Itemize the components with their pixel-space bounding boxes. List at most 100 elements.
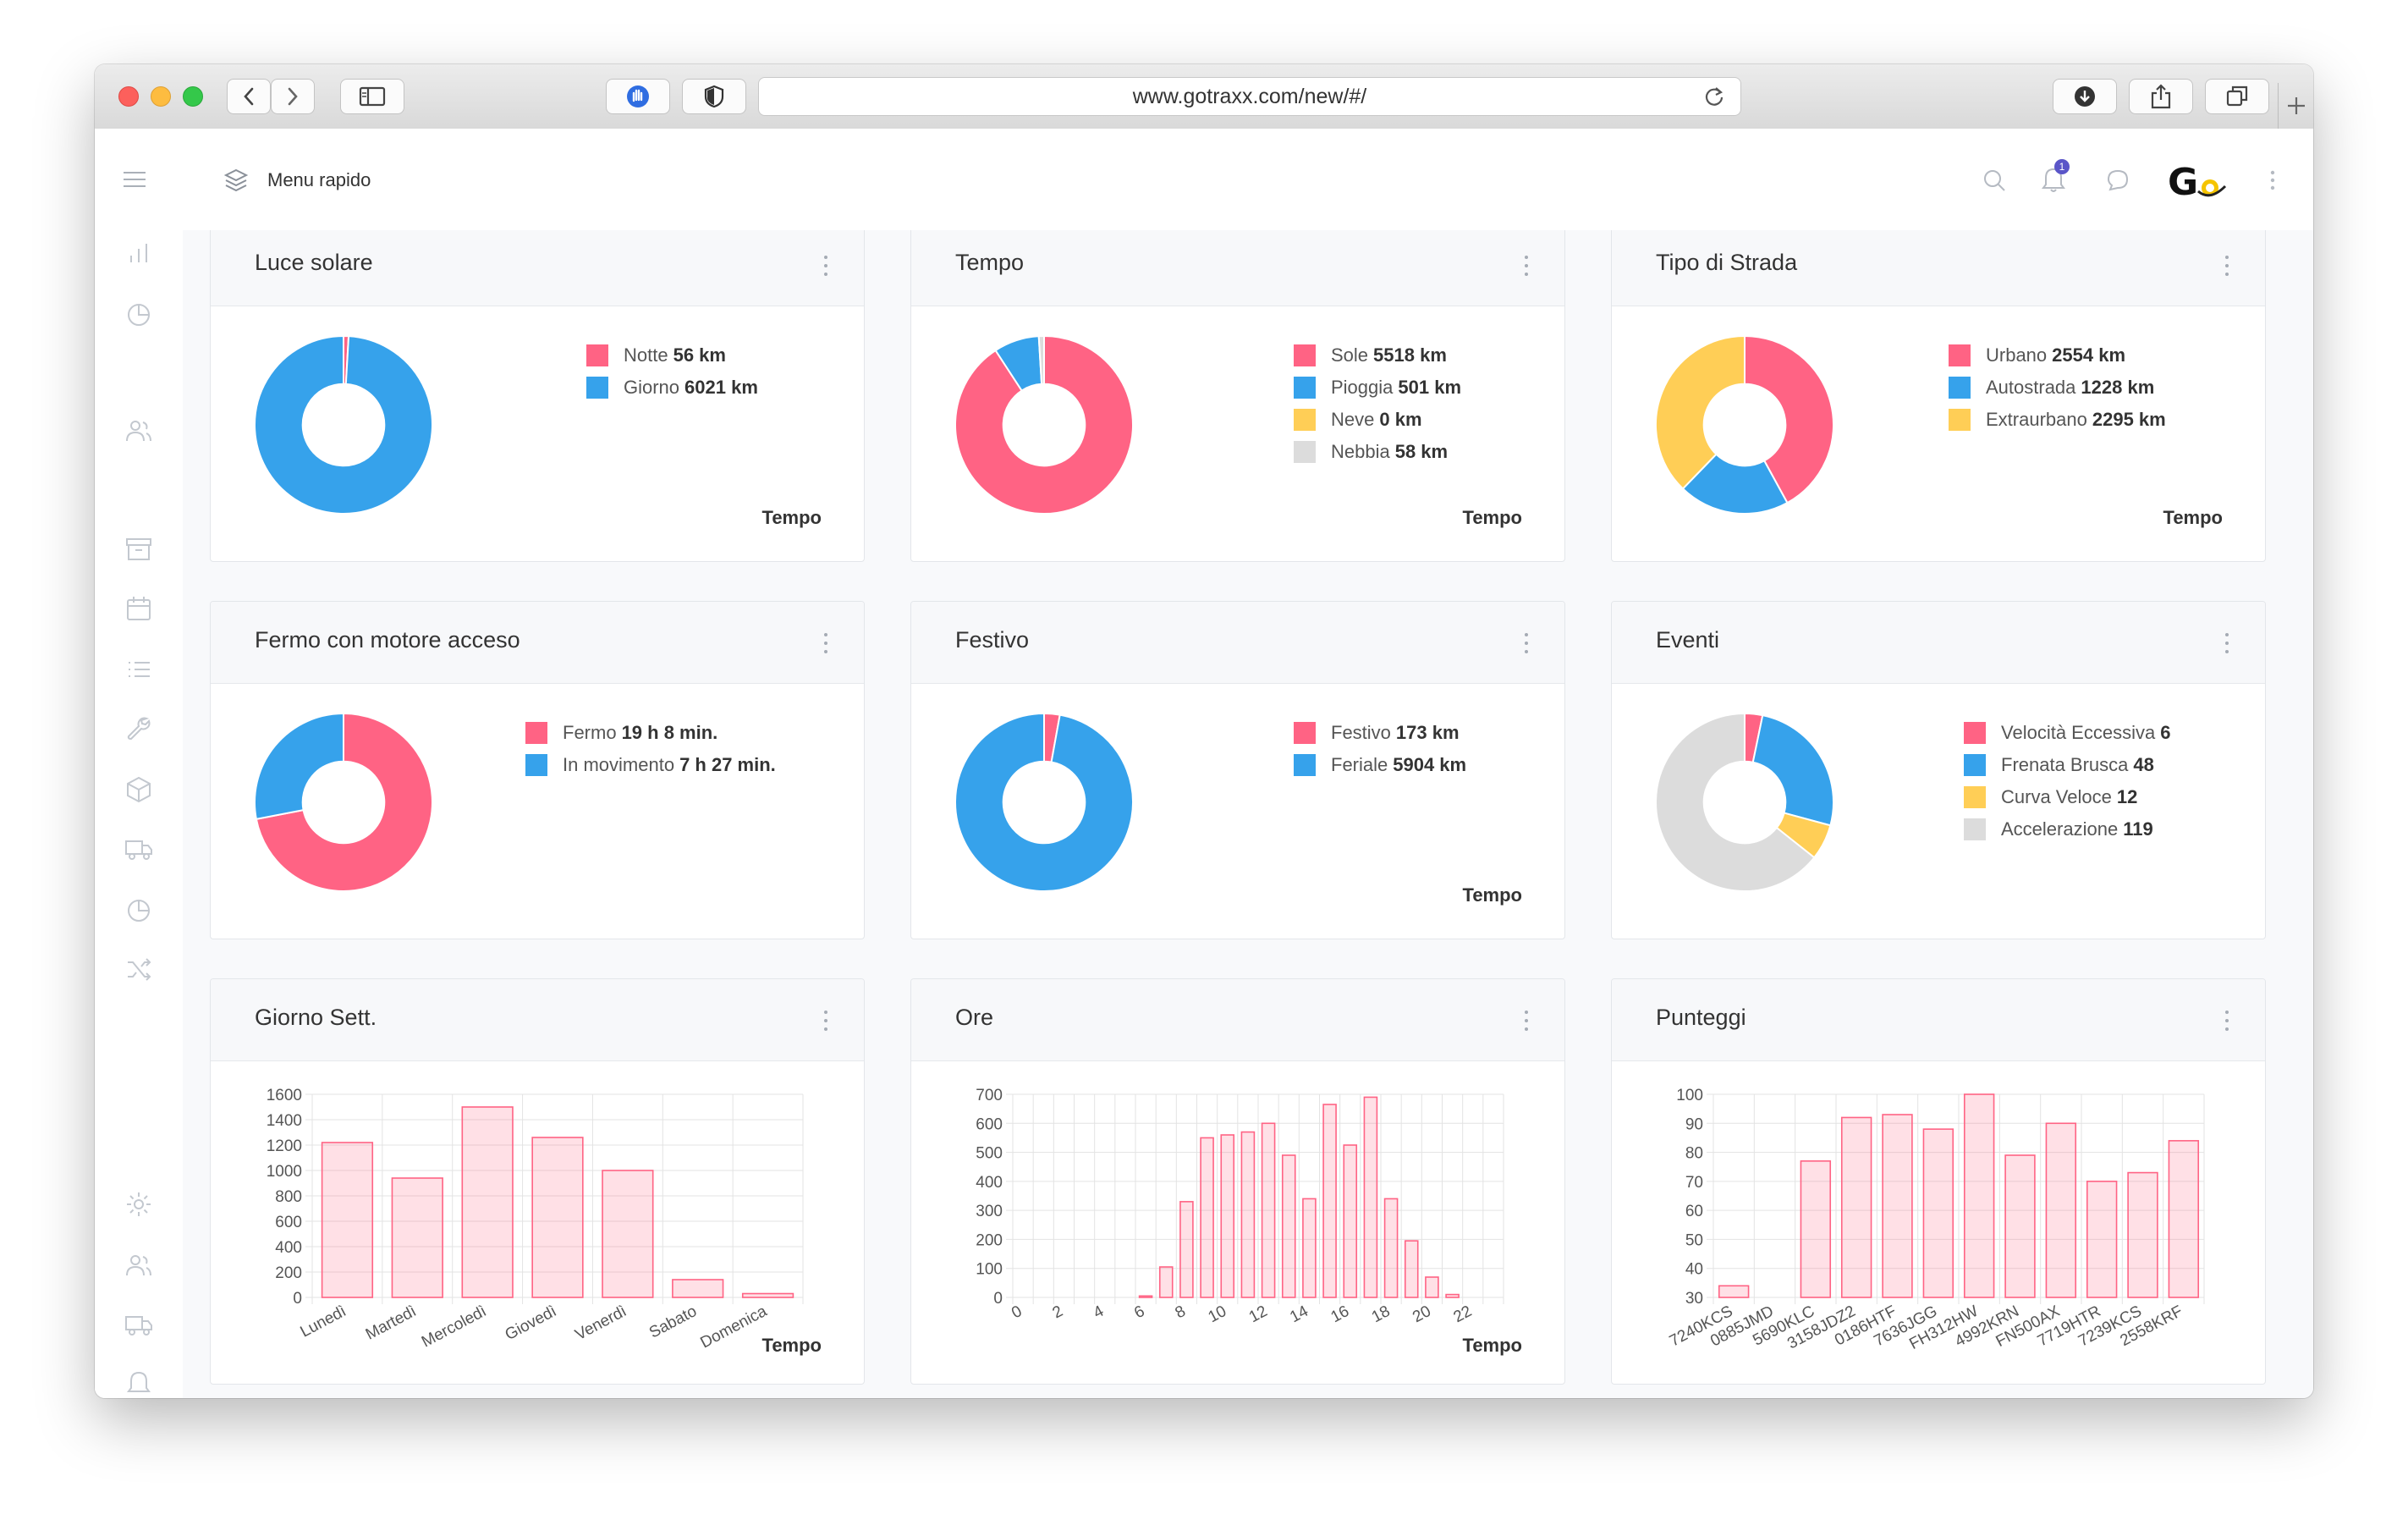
bar[interactable]	[1158, 1266, 1174, 1298]
more-vertical-icon[interactable]	[823, 632, 828, 654]
truck-icon[interactable]	[124, 834, 153, 863]
bar[interactable]	[602, 1170, 654, 1298]
bar[interactable]	[531, 1137, 584, 1298]
chat-icon[interactable]	[2105, 168, 2130, 193]
bar[interactable]	[1261, 1122, 1276, 1298]
bar[interactable]	[672, 1279, 724, 1298]
users-icon[interactable]	[124, 416, 153, 445]
reload-icon[interactable]	[1703, 85, 1725, 107]
legend-value: 1228 km	[2081, 377, 2155, 398]
zoom-window-button[interactable]	[183, 86, 203, 107]
more-vertical-icon[interactable]	[823, 1010, 828, 1032]
legend-item[interactable]: Festivo 173 km	[1294, 717, 1466, 749]
list-icon[interactable]	[124, 655, 153, 684]
bar[interactable]	[1322, 1104, 1337, 1298]
more-vertical-icon[interactable]	[1524, 632, 1529, 654]
legend-item[interactable]: Fermo 19 h 8 min.	[525, 717, 776, 749]
more-vertical-icon[interactable]	[2224, 255, 2229, 277]
bar[interactable]	[1445, 1293, 1460, 1298]
bar[interactable]	[1138, 1295, 1153, 1298]
legend-item[interactable]: Extraurbano 2295 km	[1949, 404, 2166, 436]
bar[interactable]	[1882, 1114, 1913, 1298]
bar[interactable]	[741, 1292, 794, 1298]
extension-button[interactable]	[606, 79, 670, 114]
bar[interactable]	[1281, 1154, 1296, 1298]
bell-icon-sidebar[interactable]	[124, 1369, 153, 1398]
legend-item[interactable]: Autostrada 1228 km	[1949, 372, 2166, 404]
notifications-button[interactable]: 1	[2041, 159, 2071, 196]
more-vertical-icon[interactable]	[2224, 1010, 2229, 1032]
bar[interactable]	[1800, 1160, 1832, 1298]
bar[interactable]	[2004, 1154, 2036, 1298]
tabs-button[interactable]	[2205, 79, 2269, 114]
truck-icon-2[interactable]	[124, 1310, 153, 1339]
privacy-button[interactable]	[682, 79, 746, 114]
more-vertical-icon[interactable]	[1524, 1010, 1529, 1032]
legend-item[interactable]: Feriale 5904 km	[1294, 749, 1466, 781]
bar[interactable]	[2086, 1181, 2118, 1298]
address-bar[interactable]: www.gotraxx.com/new/#/	[758, 77, 1741, 116]
bar[interactable]	[1404, 1240, 1419, 1298]
bar[interactable]	[1425, 1276, 1439, 1298]
wrench-icon[interactable]	[124, 714, 153, 743]
bar[interactable]	[461, 1106, 514, 1298]
box-icon[interactable]	[124, 775, 153, 804]
bar[interactable]	[1343, 1144, 1358, 1298]
more-vertical-icon[interactable]	[2224, 632, 2229, 654]
legend-item[interactable]: Urbano 2554 km	[1949, 339, 2166, 372]
legend-item[interactable]: Accelerazione 119	[1964, 813, 2170, 845]
search-icon[interactable]	[1982, 168, 2007, 193]
downloads-button[interactable]	[2053, 79, 2117, 114]
bar[interactable]	[1718, 1285, 1750, 1298]
more-vertical-icon[interactable]	[1524, 255, 1529, 277]
bar[interactable]	[2127, 1171, 2158, 1298]
calendar-icon[interactable]	[124, 594, 153, 623]
users-icon-2[interactable]	[124, 1251, 153, 1280]
legend-item[interactable]: Pioggia 501 km	[1294, 372, 1461, 404]
share-button[interactable]	[2129, 79, 2193, 114]
bar[interactable]	[321, 1142, 374, 1298]
new-tab-button[interactable]	[2278, 83, 2313, 129]
bar-chart-icon[interactable]	[124, 239, 153, 267]
bar[interactable]	[1179, 1201, 1194, 1298]
brand-logo[interactable]: G	[2168, 161, 2232, 204]
hamburger-menu-icon[interactable]	[122, 169, 149, 190]
legend-item[interactable]: Sole 5518 km	[1294, 339, 1461, 372]
legend-item[interactable]: Curva Veloce 12	[1964, 781, 2170, 813]
back-button[interactable]	[227, 79, 271, 114]
bar[interactable]	[1922, 1128, 1954, 1298]
pie-chart-icon[interactable]	[124, 300, 153, 328]
legend-item[interactable]: Velocità Eccessiva 6	[1964, 717, 2170, 749]
forward-button[interactable]	[271, 79, 315, 114]
bar[interactable]	[1363, 1096, 1378, 1298]
bar[interactable]	[1200, 1137, 1214, 1298]
legend-item[interactable]: Notte 56 km	[586, 339, 758, 372]
legend-label: Autostrada	[1986, 377, 2076, 398]
legend-item[interactable]: Neve 0 km	[1294, 404, 1461, 436]
settings-gear-icon[interactable]	[124, 1190, 153, 1219]
quick-menu-link[interactable]: Menu rapido	[267, 169, 371, 190]
legend-item[interactable]: Frenata Brusca 48	[1964, 749, 2170, 781]
bar[interactable]	[2045, 1122, 2077, 1298]
y-tick-label: 40	[1685, 1261, 1703, 1279]
sidebar-toggle-button[interactable]	[340, 79, 404, 114]
bar[interactable]	[1963, 1093, 1995, 1298]
shuffle-icon[interactable]	[124, 955, 153, 983]
more-vertical-icon[interactable]	[823, 255, 828, 277]
bar[interactable]	[1302, 1198, 1317, 1298]
pie-chart-icon-2[interactable]	[124, 895, 153, 924]
legend-item[interactable]: In movimento 7 h 27 min.	[525, 749, 776, 781]
bar[interactable]	[2168, 1140, 2200, 1298]
y-tick-label: 30	[1685, 1290, 1703, 1308]
minimize-window-button[interactable]	[151, 86, 171, 107]
bar[interactable]	[1840, 1116, 1872, 1298]
bar[interactable]	[1383, 1198, 1399, 1298]
archive-icon[interactable]	[124, 535, 153, 564]
legend-item[interactable]: Nebbia 58 km	[1294, 436, 1461, 468]
legend-item[interactable]: Giorno 6021 km	[586, 372, 758, 404]
bar[interactable]	[1220, 1134, 1235, 1298]
bar[interactable]	[391, 1177, 443, 1298]
more-vertical-icon[interactable]	[2269, 169, 2276, 191]
bar[interactable]	[1240, 1131, 1256, 1298]
close-window-button[interactable]	[118, 86, 139, 107]
